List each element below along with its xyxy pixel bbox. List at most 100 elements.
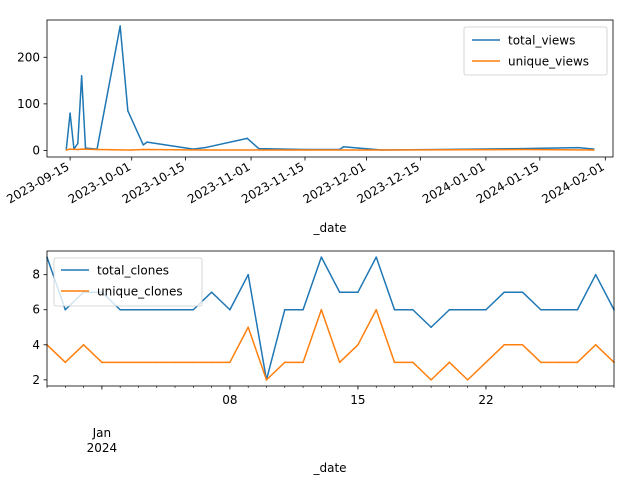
x-axis-label: _date	[312, 461, 346, 475]
data-point-total-clones-9	[210, 291, 213, 294]
x-tick-label: 08	[222, 393, 237, 407]
data-point-total-clones-11	[247, 273, 249, 276]
data-point-unique-views-4	[96, 148, 98, 151]
x-tick-label: 2024-02-01	[539, 159, 606, 206]
data-point-total-views-17	[342, 145, 345, 148]
series-line-unique-clones	[46, 308, 615, 381]
data-point-total-clones-23	[466, 308, 469, 311]
data-point-total-views-12	[204, 146, 206, 149]
data-point-total-views-3	[77, 142, 79, 145]
data-point-unique-clones-7	[174, 361, 176, 364]
y-tick-label: 6	[32, 303, 40, 317]
data-point-unique-clones-18	[375, 308, 378, 311]
legend-label-unique-views: unique_views	[508, 55, 589, 69]
y-tick-label: 2	[32, 373, 40, 387]
x-tick-label: 22	[478, 393, 493, 407]
y-tick-label: 8	[32, 268, 40, 282]
data-point-total-clones-14	[302, 308, 304, 311]
data-point-unique-clones-13	[283, 361, 286, 364]
data-point-unique-clones-25	[503, 344, 506, 346]
data-point-unique-clones-1	[64, 361, 67, 364]
x-tick-label: 2023-09-15	[4, 159, 71, 206]
legend-label-total-clones: total_clones	[97, 264, 169, 278]
data-point-total-clones-19	[393, 308, 396, 311]
data-point-unique-views-11	[592, 149, 595, 151]
data-point-unique-clones-9	[210, 361, 213, 364]
legend-label-unique-clones: unique_clones	[97, 285, 183, 299]
data-point-unique-clones-15	[320, 308, 323, 311]
legend-label-total-views: total_views	[508, 34, 575, 48]
data-point-total-clones-8	[192, 308, 195, 311]
data-point-unique-clones-4	[119, 361, 121, 364]
data-point-total-clones-16	[338, 291, 341, 294]
data-point-unique-clones-5	[137, 361, 140, 364]
data-point-unique-clones-27	[540, 361, 542, 364]
data-point-total-views-7	[119, 25, 121, 27]
data-point-total-views-9	[142, 144, 145, 146]
data-point-total-clones-30	[594, 273, 597, 276]
data-point-unique-views-7	[204, 149, 206, 151]
data-point-unique-views-0	[65, 149, 68, 151]
data-point-total-clones-5	[137, 308, 140, 311]
plot-frame	[46, 250, 615, 387]
data-point-total-views-4	[80, 75, 83, 77]
x-axis-label: _date	[312, 221, 346, 235]
data-point-unique-clones-3	[101, 361, 103, 364]
data-point-total-clones-24	[485, 308, 487, 311]
data-point-total-views-18	[358, 147, 360, 149]
data-point-unique-clones-14	[302, 361, 304, 364]
data-point-unique-clones-6	[155, 361, 158, 364]
data-point-unique-clones-19	[393, 361, 396, 364]
data-point-unique-clones-26	[521, 344, 524, 346]
data-point-unique-views-6	[142, 148, 145, 151]
data-point-unique-views-2	[77, 148, 79, 151]
data-point-total-clones-25	[503, 291, 506, 294]
x-tick-label: 15	[350, 393, 365, 407]
data-point-unique-clones-2	[82, 344, 85, 346]
data-point-total-clones-1	[64, 308, 67, 311]
data-point-total-clones-7	[174, 308, 176, 311]
data-point-unique-views-1	[69, 148, 71, 150]
x-tick-label: Jan	[92, 426, 112, 440]
y-tick-label: 200	[17, 50, 40, 64]
data-point-total-clones-13	[283, 308, 286, 311]
data-point-total-clones-26	[521, 291, 524, 294]
data-point-total-views-1	[69, 112, 71, 114]
data-point-total-views-13	[246, 137, 249, 140]
y-tick-label: 0	[32, 143, 40, 157]
legend-box	[463, 26, 608, 76]
data-point-unique-clones-20	[412, 361, 414, 364]
data-point-unique-clones-22	[448, 361, 451, 364]
data-point-unique-views-3	[80, 148, 83, 150]
data-point-total-clones-15	[320, 256, 323, 258]
data-point-unique-views-10	[519, 148, 522, 151]
views-chart: 01002002023-09-152023-10-012023-10-15202…	[4, 19, 614, 235]
data-point-total-views-14	[257, 147, 260, 150]
y-tick-label: 4	[32, 338, 40, 352]
data-point-unique-clones-21	[430, 379, 432, 381]
data-point-unique-clones-30	[594, 344, 597, 346]
data-point-unique-clones-12	[265, 379, 268, 381]
data-point-unique-clones-16	[338, 361, 341, 364]
data-point-total-clones-21	[430, 326, 432, 329]
data-point-unique-clones-23	[466, 379, 469, 381]
data-point-unique-clones-10	[229, 361, 231, 364]
data-point-total-clones-29	[576, 308, 579, 311]
series-line-total-clones	[46, 256, 615, 381]
data-point-total-clones-20	[412, 308, 414, 311]
data-point-total-views-10	[146, 141, 148, 143]
data-point-unique-clones-28	[558, 361, 560, 364]
data-point-total-clones-27	[540, 308, 542, 311]
data-point-unique-views-5	[130, 149, 133, 151]
data-point-total-clones-17	[357, 291, 359, 294]
data-point-total-clones-10	[229, 308, 231, 311]
data-point-unique-clones-24	[485, 361, 487, 364]
y-tick-label: 100	[17, 97, 40, 111]
data-point-unique-clones-11	[247, 326, 249, 329]
data-point-unique-views-8	[304, 149, 306, 151]
data-point-unique-clones-8	[192, 361, 195, 364]
data-point-unique-views-9	[381, 149, 383, 151]
data-point-unique-clones-17	[357, 344, 359, 346]
